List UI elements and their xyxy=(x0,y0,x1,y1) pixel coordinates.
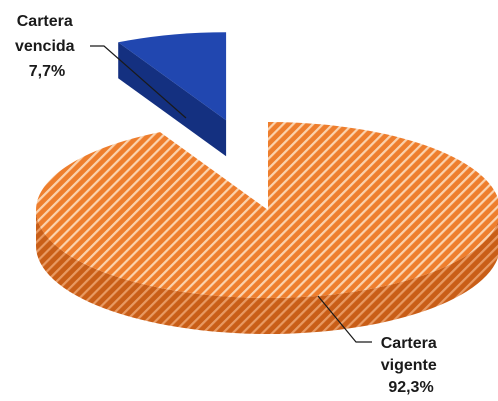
data-label-cartera-vencida-line1: Cartera xyxy=(17,13,73,30)
pie-slice-cartera-vigente-side xyxy=(36,210,498,334)
pie-slice-cartera-vigente xyxy=(36,122,498,334)
pie-slice-cartera-vencida-side-cut-left xyxy=(118,42,227,157)
data-label-cartera-vigente-line1: Cartera xyxy=(381,335,437,352)
data-label-cartera-vencida-line2: vencida xyxy=(15,38,75,55)
data-label-cartera-vencida: Cartera vencida 7,7% xyxy=(15,13,79,80)
data-label-cartera-vigente-line2: vigente xyxy=(381,357,437,374)
data-label-cartera-vencida-value: 7,7% xyxy=(29,63,65,80)
pie-slice-cartera-vigente-top xyxy=(36,122,498,298)
data-label-cartera-vigente: Cartera vigente 92,3% xyxy=(381,335,441,396)
data-label-cartera-vigente-value: 92,3% xyxy=(388,379,433,396)
pie-slice-cartera-vencida xyxy=(118,32,227,157)
leader-line-cartera-vencida xyxy=(90,45,187,119)
pie-slice-cartera-vencida-top xyxy=(118,32,227,121)
leader-line-cartera-vigente xyxy=(317,295,372,343)
